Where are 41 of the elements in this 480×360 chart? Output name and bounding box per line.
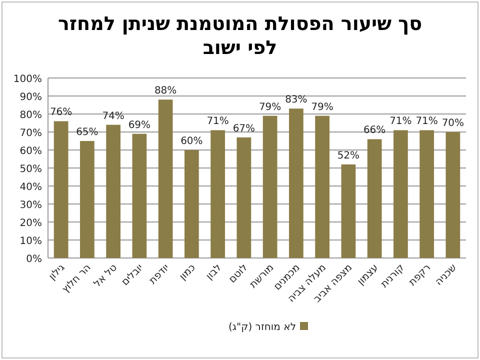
- x-tick-label: רקפת: [407, 262, 433, 288]
- title: לפי ישוב: [202, 37, 278, 59]
- data-label: 69%: [128, 120, 151, 131]
- data-label: 79%: [258, 102, 282, 113]
- x-tick-label: קורנית: [379, 262, 407, 290]
- x-tick-label: עצמון: [356, 262, 381, 288]
- y-tick-label: 40%: [20, 182, 42, 193]
- data-label: 76%: [50, 107, 72, 118]
- x-tick-label: טל אל: [92, 262, 120, 290]
- y-tick-label: 20%: [20, 218, 42, 229]
- x-tick-label: יובלים: [120, 262, 146, 288]
- data-label: 70%: [442, 118, 464, 129]
- y-tick-label: 0%: [26, 254, 42, 265]
- data-label: 71%: [390, 116, 412, 128]
- legend-label: לא מוחזר (ק"ג): [228, 322, 296, 333]
- data-label: 71%: [416, 116, 438, 128]
- y-tick-label: 30%: [20, 200, 42, 211]
- data-label: 88%: [154, 86, 177, 97]
- y-tick-label: 100%: [13, 74, 42, 85]
- y-tick-label: 90%: [20, 92, 42, 103]
- title: סך שיעור הפסולת המוטמנת שניתן למחזר: [58, 13, 422, 35]
- y-tick-label: 60%: [20, 146, 42, 157]
- data-label: 52%: [337, 150, 360, 162]
- x-tick-label: גילון: [47, 262, 68, 282]
- data-label: 74%: [102, 110, 124, 122]
- data-label: 83%: [285, 94, 308, 106]
- y-tick-label: 80%: [20, 110, 42, 121]
- data-label: 67%: [232, 123, 256, 134]
- y-tick-label: 10%: [20, 236, 42, 247]
- y-tick-label: 70%: [20, 128, 42, 139]
- data-label: 65%: [76, 127, 98, 138]
- data-label: 66%: [363, 125, 386, 136]
- data-label: 71%: [206, 116, 229, 128]
- x-tick-label: לוטם: [227, 262, 250, 286]
- x-tick-label: כמון: [178, 262, 198, 283]
- data-label: 60%: [180, 136, 203, 147]
- data-label: 79%: [311, 102, 334, 113]
- x-tick-label: שכניה: [433, 262, 460, 288]
- x-tick-label: יודפת: [147, 262, 172, 287]
- y-tick-label: 50%: [20, 164, 42, 175]
- x-tick-label: לבון: [204, 262, 224, 282]
